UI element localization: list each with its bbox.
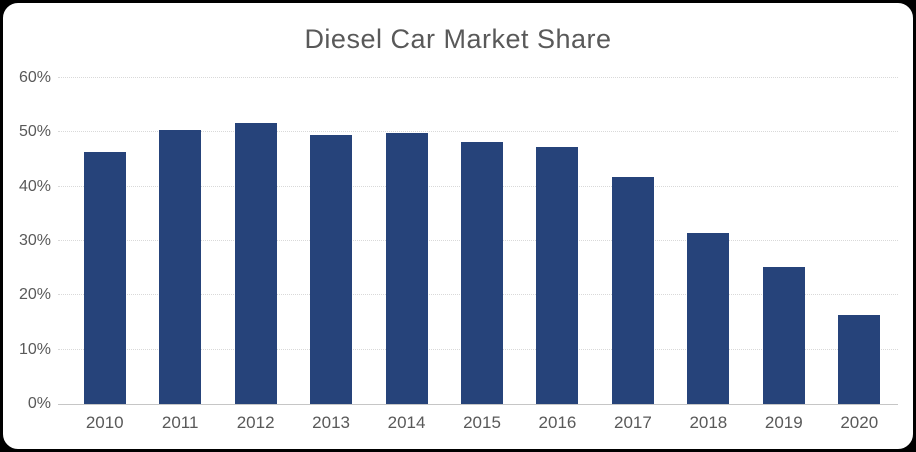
y-tick-label: 20% bbox=[18, 286, 51, 304]
bar-slot-2013 bbox=[293, 78, 368, 404]
bar-slot-2010 bbox=[67, 78, 142, 404]
x-tick-label-2011: 2011 bbox=[161, 413, 199, 432]
x-tick-label-2015: 2015 bbox=[463, 413, 501, 432]
bar-slot-2017 bbox=[595, 78, 670, 404]
gridline-50 bbox=[58, 131, 898, 133]
x-tick-label-2012: 2012 bbox=[236, 413, 275, 432]
bar-2017 bbox=[611, 177, 654, 404]
x-tick-label-2013: 2013 bbox=[312, 413, 350, 432]
y-tick-label: 60% bbox=[18, 69, 51, 86]
bar-2019 bbox=[762, 267, 805, 404]
bar-2014 bbox=[385, 132, 428, 404]
x-tick-label-2016: 2016 bbox=[538, 413, 577, 432]
bar-slot-2016 bbox=[520, 78, 595, 404]
x-tick-label-2010: 2010 bbox=[85, 413, 124, 432]
chart-title: Diesel Car Market Share bbox=[304, 24, 612, 54]
y-axis-tick-labels: 0% 10% 20% 30% 40% 50% 60% bbox=[3, 3, 51, 449]
x-tick-label-2018: 2018 bbox=[689, 413, 728, 432]
bar-series bbox=[67, 78, 897, 404]
bar-slot-2014 bbox=[369, 78, 444, 404]
bar-slot-2019 bbox=[746, 78, 821, 404]
bar-slot-2012 bbox=[218, 78, 293, 404]
bar-2016 bbox=[536, 146, 579, 404]
x-tick-label-2019: 2019 bbox=[764, 413, 803, 432]
bar-slot-2011 bbox=[142, 78, 217, 404]
bar-2013 bbox=[310, 135, 353, 404]
bar-2012 bbox=[234, 122, 277, 404]
x-tick-label-2017: 2017 bbox=[613, 413, 652, 432]
x-tick-label-2014: 2014 bbox=[387, 413, 426, 432]
x-axis-line bbox=[58, 404, 898, 405]
x-axis-tick-labels: 2010 2011 2012 2013 2014 2015 2016 2017 2018 2019… bbox=[67, 413, 897, 433]
bar-slot-2020 bbox=[822, 78, 897, 404]
y-tick-label: 0% bbox=[27, 395, 51, 412]
bar-2010 bbox=[83, 152, 126, 404]
y-tick-label: 30% bbox=[18, 232, 51, 249]
gridline-60 bbox=[58, 77, 898, 78]
x-tick-label-2020: 2020 bbox=[840, 413, 879, 432]
bar-2015 bbox=[460, 142, 503, 404]
bar-2020 bbox=[838, 314, 881, 404]
bar-2018 bbox=[687, 233, 730, 404]
y-tick-label: 40% bbox=[18, 177, 51, 195]
bar-slot-2018 bbox=[671, 78, 746, 404]
y-tick-label: 10% bbox=[18, 340, 51, 358]
y-tick-label: 50% bbox=[18, 123, 51, 141]
bar-2011 bbox=[159, 130, 202, 404]
bar-slot-2015 bbox=[444, 78, 519, 404]
